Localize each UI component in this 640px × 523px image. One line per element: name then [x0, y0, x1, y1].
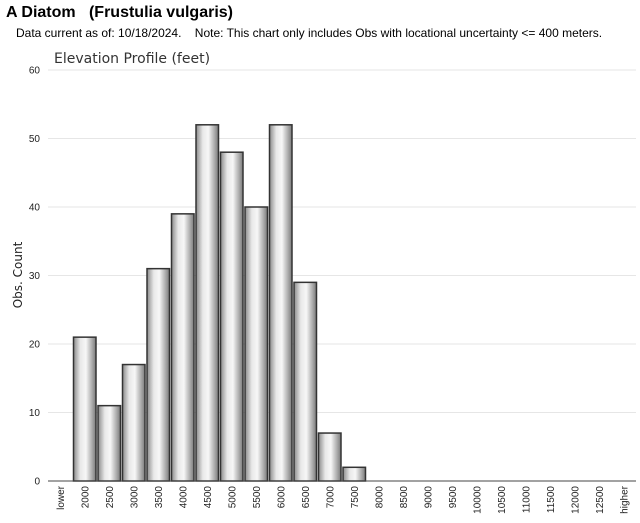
x-tick-label: 6500 [301, 486, 312, 509]
x-tick-label: 11000 [521, 486, 532, 514]
y-tick-labels: 0 10 20 30 40 50 60 [29, 66, 41, 488]
y-tick-label: 0 [34, 477, 40, 488]
x-tick-label: 3500 [154, 486, 165, 509]
bar-2500 [97, 404, 122, 482]
bars [72, 124, 367, 482]
x-tick-label: 11500 [546, 486, 557, 514]
y-tick-label: 50 [29, 134, 41, 145]
x-tick-label: 4500 [203, 486, 214, 509]
y-tick-label: 20 [29, 340, 41, 351]
x-tick-label: 12000 [570, 486, 581, 514]
x-tick-label: 7000 [325, 486, 336, 509]
bar-6000 [268, 124, 293, 482]
y-tick-label: 40 [29, 203, 41, 214]
x-tick-label: higher [619, 485, 630, 513]
x-tick-label: 2500 [105, 486, 116, 509]
bar-5500 [244, 206, 269, 482]
x-tick-label: lower [56, 485, 67, 510]
bar-2000 [72, 336, 97, 482]
x-tick-label: 3000 [129, 486, 140, 509]
x-tick-label: 10500 [497, 486, 508, 514]
grid-lines [48, 69, 636, 482]
data-note: Data current as of: 10/18/2024. Note: Th… [16, 26, 603, 40]
chart-title: Elevation Profile (feet) [54, 51, 210, 67]
bar-4500 [195, 124, 220, 482]
bar-4000 [170, 213, 195, 482]
bar-6500 [293, 281, 318, 482]
y-tick-label: 60 [29, 66, 41, 77]
x-tick-label: 9000 [423, 486, 434, 509]
bar-7500 [342, 466, 367, 482]
x-tick-labels: lower 2000 2500 3000 3500 4000 4500 5000 5500 600… [56, 485, 631, 513]
x-tick-label: 7500 [350, 486, 361, 509]
bar-7000 [317, 432, 342, 482]
bar-3500 [146, 267, 171, 482]
x-tick-label: 10000 [472, 486, 483, 514]
x-tick-label: 8000 [374, 486, 385, 509]
x-tick-label: 4000 [178, 486, 189, 509]
page-title: A Diatom (Frustulia vulgaris) [6, 4, 233, 21]
y-tick-label: 30 [29, 271, 41, 282]
x-tick-label: 5000 [227, 486, 238, 509]
x-tick-label: 6000 [276, 486, 287, 509]
y-axis-label: Obs. Count [11, 241, 25, 308]
x-tick-label: 5500 [252, 486, 263, 509]
bar-3000 [121, 363, 146, 482]
bar-5000 [219, 151, 244, 482]
y-tick-label: 10 [29, 408, 41, 419]
x-tick-label: 12500 [595, 486, 606, 514]
x-tick-label: 9500 [448, 486, 459, 509]
x-tick-label: 8500 [399, 486, 410, 509]
x-tick-label: 2000 [80, 486, 91, 509]
